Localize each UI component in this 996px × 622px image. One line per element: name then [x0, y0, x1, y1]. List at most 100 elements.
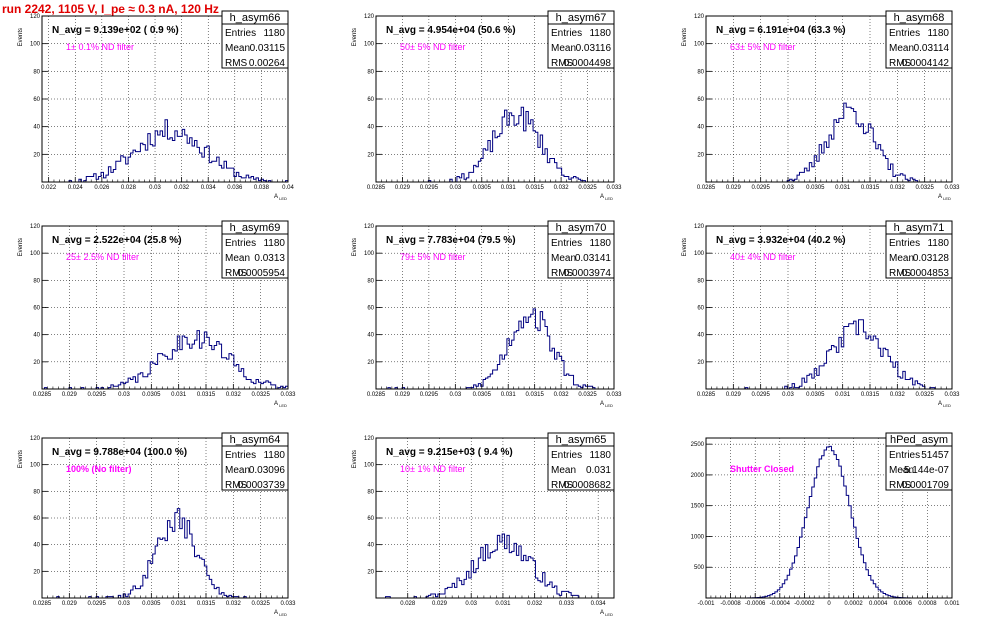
filter-label: 63± 5% ND filter [730, 42, 795, 52]
y-tick-label: 100 [30, 42, 41, 48]
stats-value: 1180 [263, 28, 285, 39]
x-tick-label: 0.0285 [697, 392, 716, 398]
x-tick-label: 0.0315 [861, 185, 880, 191]
stats-box [221, 10, 289, 69]
navg-label: N_avg = 9.215e+03 ( 9.4 %) [386, 447, 513, 458]
y-tick-label: 60 [697, 97, 704, 103]
y-tick-label: 500 [694, 565, 705, 571]
x-tick-label: 0.029 [726, 392, 742, 398]
navg-label: N_avg = 4.954e+04 (50.6 %) [386, 25, 516, 36]
x-tick-label: 0.022 [41, 185, 57, 191]
x-tick-label: 0.033 [280, 392, 296, 398]
x-axis-label: A LED [938, 194, 951, 201]
stats-label: RMS [889, 58, 912, 69]
y-tick-label: 80 [697, 278, 704, 284]
y-tick-label: 60 [33, 306, 40, 312]
x-axis-label: A LED [274, 194, 287, 201]
y-tick-label: 120 [694, 14, 705, 20]
x-tick-label: 0.0002 [844, 601, 863, 607]
stats-title: h_asym71 [894, 222, 945, 234]
x-tick-label: 0.028 [400, 601, 416, 607]
stats-label: RMS [551, 480, 574, 491]
y-tick-label: 100 [30, 463, 41, 469]
x-tick-label: 0.033 [606, 185, 622, 191]
y-tick-label: 80 [367, 489, 374, 495]
stats-label: Entries [551, 238, 582, 249]
x-tick-label: 0.0295 [87, 392, 106, 398]
stats-label: Mean [889, 465, 914, 476]
x-tick-label: 0.0295 [751, 392, 770, 398]
filter-label: 10± 1% ND filter [400, 464, 465, 474]
stats-label: Mean [225, 253, 250, 264]
x-tick-label: 0.0325 [578, 392, 597, 398]
stats-value: 0.0003974 [564, 268, 612, 279]
y-axis-label: Events [682, 28, 688, 46]
x-axis-label: A LED [600, 610, 613, 617]
x-tick-label: 0.0325 [251, 601, 270, 607]
stats-value: 0.031 [586, 465, 611, 476]
x-tick-label: -0.0006 [745, 601, 766, 607]
y-tick-label: 80 [33, 69, 40, 75]
histogram-panel-h_asym66: 0.022 0.024 0.026 0.028 0.03 0.032 0.034 0.036 0… [18, 10, 294, 201]
stats-value: 0.03116 [576, 43, 612, 54]
histogram-panel-h_asym68: 0.0285 0.029 0.0295 0.03 0.0305 0.031 0.0315 0.… [682, 10, 960, 201]
stats-value: 1180 [589, 450, 611, 461]
x-tick-label: -0.001 [697, 601, 715, 607]
y-tick-label: 100 [364, 463, 375, 469]
x-tick-label: 0.03 [118, 601, 130, 607]
y-axis-label: Events [18, 28, 24, 46]
stats-label: RMS [225, 480, 248, 491]
x-tick-label: 0.031 [835, 392, 851, 398]
y-tick-label: 40 [367, 543, 374, 549]
stats-label: Mean [551, 43, 576, 54]
stats-title: hPed_asym [890, 434, 948, 446]
stats-label: Entries [551, 450, 582, 461]
y-tick-label: 20 [367, 569, 374, 575]
navg-label: N_avg = 6.191e+04 (63.3 %) [716, 25, 846, 36]
x-tick-label: 0.033 [944, 392, 960, 398]
x-tick-label: 0.0325 [578, 185, 597, 191]
y-axis-label: Events [352, 28, 358, 46]
stats-label: Entries [551, 28, 582, 39]
x-axis-label: A LED [600, 401, 613, 408]
x-axis-label: A LED [600, 194, 613, 201]
x-tick-label: 0.033 [606, 392, 622, 398]
x-tick-label: 0.036 [227, 185, 243, 191]
stats-label: RMS [889, 480, 912, 491]
x-tick-label: 0.03 [449, 392, 461, 398]
x-tick-label: 0.024 [68, 185, 84, 191]
y-tick-label: 2000 [691, 473, 705, 479]
histogram-line [706, 319, 952, 390]
x-tick-label: 0.0285 [33, 392, 52, 398]
y-tick-label: 60 [367, 306, 374, 312]
x-tick-label: 0.0325 [915, 392, 934, 398]
y-tick-label: 20 [367, 360, 374, 366]
stats-label: Entries [889, 238, 920, 249]
x-tick-label: 0.029 [62, 601, 78, 607]
x-tick-label: 0.0305 [806, 185, 825, 191]
y-tick-label: 20 [33, 360, 40, 366]
stats-label: Mean [889, 43, 914, 54]
histogram-panel-hPed_asym: -0.001 -0.0008 -0.0006 -0.0004 -0.0002 0 0.000… [691, 432, 960, 607]
navg-label: N_avg = 9.139e+02 ( 0.9 %) [52, 25, 179, 36]
x-tick-label: 0.033 [559, 601, 575, 607]
stats-label: Entries [225, 238, 256, 249]
y-tick-label: 40 [367, 125, 374, 131]
x-tick-label: 0.033 [280, 601, 296, 607]
navg-label: N_avg = 3.932e+04 (40.2 %) [716, 235, 846, 246]
stats-label: Mean [889, 253, 914, 264]
x-tick-label: 0.0295 [87, 601, 106, 607]
stats-box [221, 220, 289, 279]
stats-title: h_asym67 [556, 12, 607, 24]
stats-value: 0.0008682 [564, 480, 612, 491]
stats-value: 0.00264 [249, 58, 286, 69]
filter-label: 40± 4% ND filter [730, 252, 795, 262]
y-tick-label: 120 [30, 14, 41, 20]
x-tick-label: 0.029 [395, 185, 411, 191]
y-tick-label: 60 [33, 516, 40, 522]
filter-label: 25± 2.5% ND filter [66, 252, 139, 262]
y-tick-label: 60 [367, 97, 374, 103]
x-tick-label: 0.032 [226, 601, 242, 607]
y-tick-label: 100 [364, 251, 375, 257]
stats-value: 1180 [927, 238, 949, 249]
